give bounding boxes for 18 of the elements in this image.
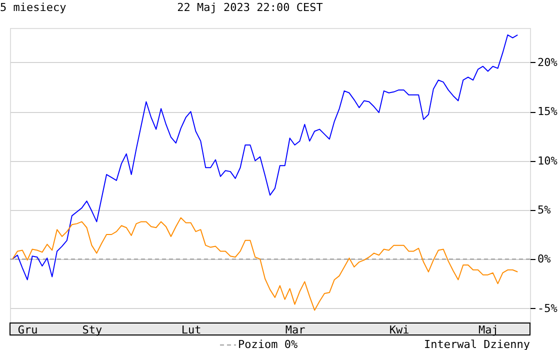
x-tick-label: Sty (82, 324, 103, 336)
y-tick-label: -5% (538, 302, 558, 315)
chart-subtitle: 22 Maj 2023 22:00 CEST (177, 1, 324, 14)
chart-title: 5 miesiecy (0, 1, 67, 14)
legend-label: Poziom 0% (238, 338, 298, 350)
x-tick-label: Kwi (389, 324, 410, 336)
x-tick-label: Gru (18, 324, 38, 336)
y-tick-label: 10% (538, 154, 558, 168)
line-series (12, 34, 518, 280)
x-tick-label: Mar (285, 324, 306, 336)
line-series (12, 217, 518, 311)
y-tick-label: 15% (538, 105, 558, 118)
y-tick-label: 5% (538, 203, 552, 216)
y-tick-label: 0% (538, 252, 552, 266)
x-tick-label: Maj (478, 324, 498, 336)
x-tick-label: Lut (181, 324, 202, 336)
y-tick-label: 20% (538, 56, 558, 69)
text: Interwal Dzienny (424, 338, 530, 350)
